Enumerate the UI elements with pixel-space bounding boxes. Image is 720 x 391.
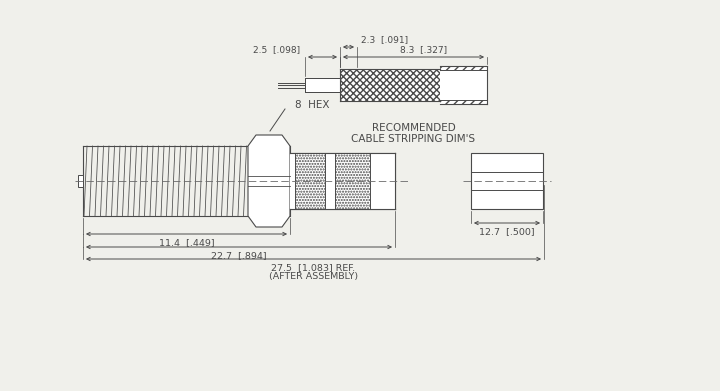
Bar (78, 175, 83, 187)
Bar (471, 153, 543, 209)
Bar (440, 70, 487, 100)
Text: 8.3  [.327]: 8.3 [.327] (400, 45, 447, 54)
Bar (290, 153, 295, 209)
Text: 2.5  [.098]: 2.5 [.098] (253, 45, 300, 54)
Text: 11.4  [.449]: 11.4 [.449] (158, 238, 215, 247)
Bar (295, 153, 325, 209)
Bar (370, 153, 395, 209)
Text: RECOMMENDED: RECOMMENDED (372, 123, 455, 133)
Text: 8  HEX: 8 HEX (295, 100, 330, 110)
Text: 22.7  [.894]: 22.7 [.894] (211, 251, 267, 260)
Bar (440, 66, 487, 70)
Bar (325, 153, 335, 209)
Text: 12.7  [.500]: 12.7 [.500] (480, 227, 535, 236)
Bar (440, 100, 487, 104)
Text: 2.3  [.091]: 2.3 [.091] (361, 35, 408, 44)
Text: CABLE STRIPPING DIM'S: CABLE STRIPPING DIM'S (351, 134, 476, 144)
Text: 27.5  [1.083] REF.: 27.5 [1.083] REF. (271, 263, 356, 272)
Bar (335, 153, 370, 209)
Bar (340, 69, 440, 101)
Bar (440, 66, 487, 104)
Bar (305, 78, 340, 92)
Polygon shape (248, 135, 290, 227)
Text: (AFTER ASSEMBLY): (AFTER ASSEMBLY) (269, 272, 358, 281)
